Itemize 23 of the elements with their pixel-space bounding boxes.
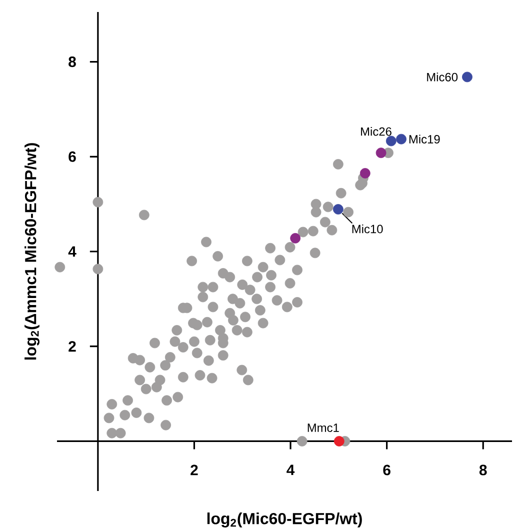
point: [290, 233, 301, 244]
y-tick-label: 6: [68, 151, 76, 162]
annotation: Mic60: [427, 72, 458, 82]
point: [396, 134, 406, 144]
y-axis-title: log$_{2}$(Δmmc1 Mic60-EGFP/wt): [24, 143, 40, 360]
y-tick-label: 4: [68, 246, 76, 257]
x-tick-label: 2: [190, 464, 198, 476]
annotation: Mic26: [361, 127, 392, 136]
annotation: Mic10: [352, 224, 383, 234]
point: [334, 436, 344, 446]
y-tick-label: 8: [68, 56, 76, 68]
x-tick-label: 8: [479, 464, 487, 476]
x-tick-label: 6: [383, 464, 390, 476]
annotation: Mic19: [409, 134, 440, 144]
point: [462, 72, 472, 82]
point: [332, 204, 344, 214]
x-tick-label: 4: [286, 464, 295, 475]
y-tick-label: 2: [68, 341, 76, 352]
x-axis-title: log$_{2}$(Mic60-EGFP/wt): [207, 512, 362, 528]
point: [386, 136, 396, 146]
point: [360, 168, 370, 178]
point: [376, 148, 386, 158]
annotation: Mmc1: [308, 424, 339, 432]
